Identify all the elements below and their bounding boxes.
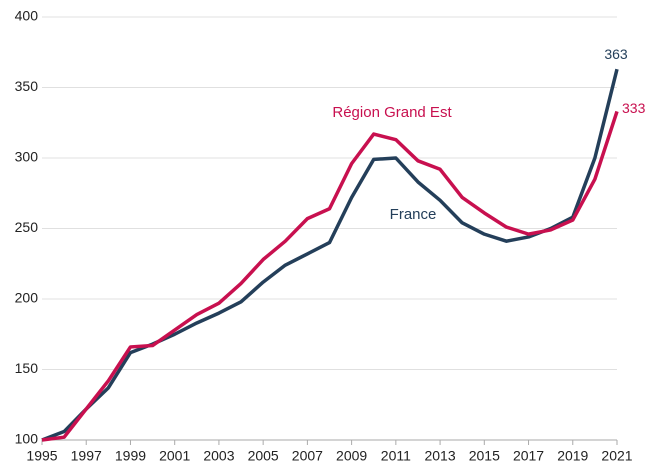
end-value-label: 363: [604, 46, 628, 62]
y-tick-label: 200: [15, 290, 39, 306]
x-tick-label: 1999: [115, 448, 146, 464]
x-tick-label: 2011: [381, 448, 411, 464]
series-line: [41, 68, 619, 442]
x-tick-label: 2017: [513, 448, 544, 464]
end-value-label: 333: [622, 100, 646, 116]
x-tick-label: 1995: [26, 448, 57, 464]
y-tick-label: 350: [15, 78, 39, 94]
y-tick-label: 100: [15, 431, 39, 447]
x-tick-label: 2007: [292, 448, 323, 464]
series-label: Région Grand Est: [332, 104, 452, 121]
x-tick-label: 2009: [336, 448, 367, 464]
y-tick-label: 150: [15, 360, 39, 376]
x-tick-label: 2021: [601, 448, 632, 464]
x-tick-label: 2013: [424, 448, 455, 464]
x-tick-label: 1997: [71, 448, 102, 464]
x-tick-label: 2019: [557, 448, 588, 464]
x-tick-label: 2005: [248, 448, 279, 464]
x-tick-label: 2015: [469, 448, 500, 464]
series-line: [41, 110, 619, 442]
y-tick-label: 400: [15, 8, 39, 24]
y-tick-label: 250: [15, 219, 39, 235]
x-tick-label: 2001: [159, 448, 190, 464]
series-label: France: [390, 206, 437, 223]
x-tick-label: 2003: [203, 448, 234, 464]
y-tick-label: 300: [15, 149, 39, 165]
